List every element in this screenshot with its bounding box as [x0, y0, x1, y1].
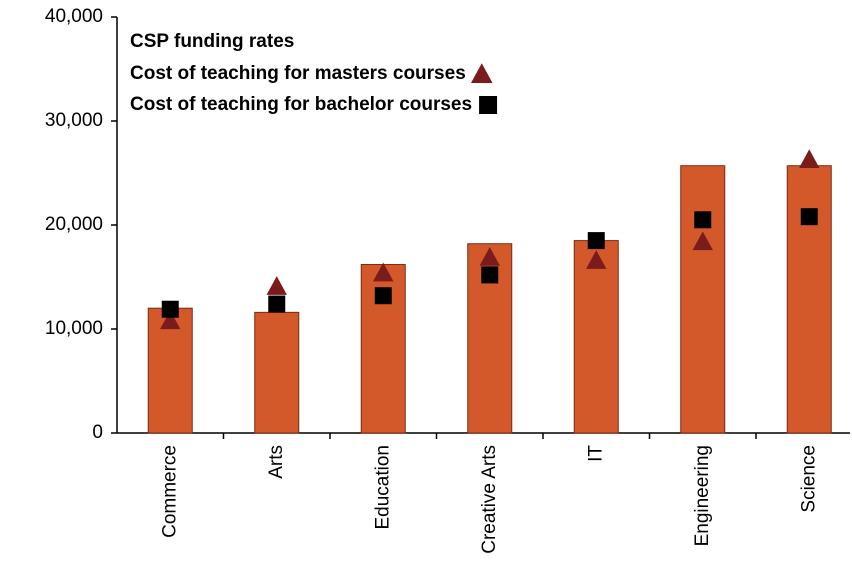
- square-marker: [268, 295, 286, 313]
- bar: [254, 311, 300, 434]
- y-tick-label: 0: [92, 422, 103, 443]
- legend-label: CSP funding rates: [130, 31, 294, 52]
- y-tick-label: 40,000: [45, 6, 103, 27]
- square-marker: [161, 300, 179, 318]
- triangle-marker: [266, 276, 287, 295]
- triangle-marker: [160, 310, 181, 330]
- triangle-marker: [692, 231, 713, 251]
- square-marker: [800, 208, 818, 226]
- triangle-marker: [586, 250, 607, 269]
- x-tick-label: Science: [798, 445, 819, 513]
- x-tick-label: Creative Arts: [479, 445, 500, 554]
- x-tick-label: Education: [372, 445, 393, 530]
- x-tick-label: IT: [585, 445, 606, 462]
- x-tick-label: Engineering: [692, 445, 713, 546]
- bar: [680, 165, 726, 434]
- triangle-marker: [479, 247, 500, 266]
- legend-label: Cost of teaching for bachelor courses: [130, 94, 472, 115]
- x-tick-label: Arts: [266, 445, 287, 479]
- x-tick-label: Commerce: [159, 445, 180, 538]
- y-tick-label: 10,000: [45, 318, 103, 339]
- square-marker: [479, 96, 498, 114]
- square-marker: [694, 211, 712, 229]
- bar: [360, 264, 406, 434]
- triangle-marker: [799, 149, 820, 168]
- square-marker: [374, 287, 392, 305]
- legend-label: Cost of teaching for masters courses: [130, 63, 466, 84]
- triangle-marker: [470, 63, 493, 83]
- square-marker: [481, 266, 499, 284]
- y-tick-label: 30,000: [45, 110, 103, 131]
- square-marker: [587, 232, 605, 250]
- bar: [786, 165, 832, 434]
- bar: [573, 240, 619, 434]
- triangle-marker: [373, 262, 394, 282]
- y-tick-label: 20,000: [45, 214, 103, 235]
